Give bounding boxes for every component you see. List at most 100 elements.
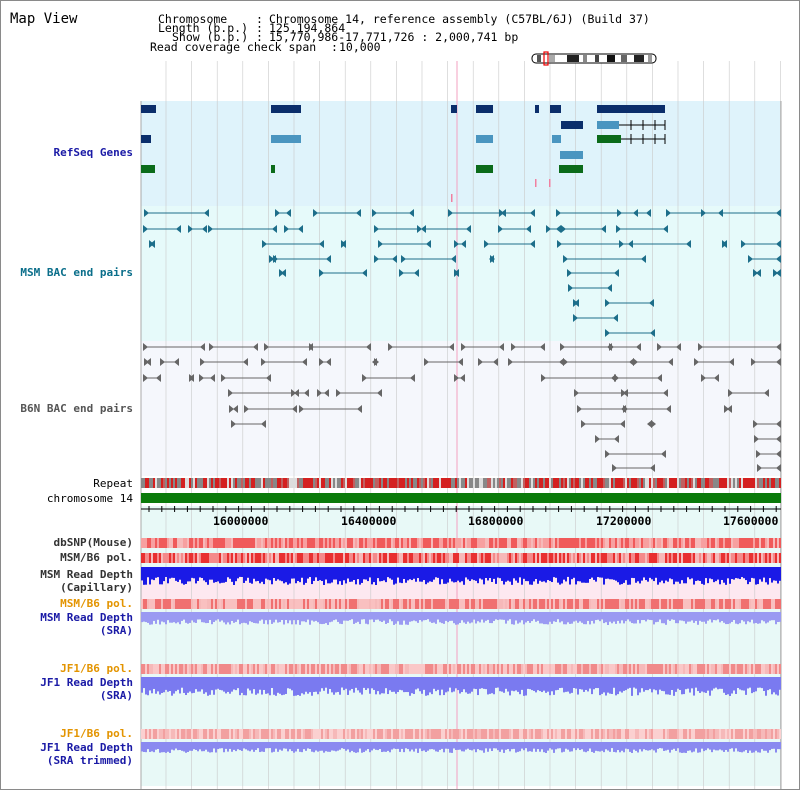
msm-capillary-depth-bar — [631, 567, 633, 578]
msm-capillary-depth-bar — [737, 567, 739, 579]
jf1-sra-depth-bar — [583, 677, 585, 692]
jf1-b6-pol2-heat-cell — [409, 729, 411, 739]
msm-capillary-depth-bar — [219, 567, 221, 584]
jf1-b6-pol2-heat-cell — [411, 729, 413, 739]
track-label-msm-b6-pol-1[interactable]: MSM/B6 pol. — [60, 551, 133, 564]
dbsnp-heat-cell — [761, 538, 763, 548]
repeat-segment — [291, 478, 293, 488]
msm-b6-pol2-heat-cell — [567, 599, 569, 609]
jf1-sra-depth-bar — [435, 677, 437, 692]
jf1-b6-pol2-heat-cell — [239, 729, 241, 739]
jf1-sra-depth-bar — [443, 677, 445, 696]
msm-bac-pair-end — [286, 209, 291, 217]
repeat-segment — [753, 478, 755, 488]
msm-b6-pol2-heat-cell — [551, 599, 553, 609]
msm-capillary-depth-bar — [405, 567, 407, 583]
msm-sra-depth-bar — [539, 612, 541, 624]
msm-sra-depth-bar — [755, 612, 757, 623]
jf1-b6-pol2-heat-cell — [199, 729, 201, 739]
repeat-segment — [641, 478, 643, 488]
repeat-segment — [737, 478, 739, 488]
msm-capillary-depth-bar — [289, 567, 291, 584]
msm-capillary-depth-bar — [335, 567, 337, 580]
msm-capillary-depth-bar — [483, 567, 485, 585]
jf1-b6-pol2-heat-cell — [369, 729, 371, 739]
msm-bac-pair-end — [605, 299, 610, 307]
msm-bac-pair-end — [341, 240, 346, 248]
msm-b6-pol-heat-cell — [315, 553, 317, 563]
track-label-jf1-depth-sra[interactable]: JF1 Read Depth — [40, 676, 133, 689]
msm-bac-pair-end — [378, 240, 383, 248]
jf1-b6-pol2-heat-cell — [385, 729, 387, 739]
jf1-sra-depth-bar — [243, 677, 245, 696]
track-label-dbsnp[interactable]: dbSNP(Mouse) — [53, 536, 133, 549]
jf1-b6-pol-heat-cell — [569, 664, 571, 674]
repeat-segment — [455, 478, 457, 488]
track-label-jf1-depth-trimmed[interactable]: JF1 Read Depth — [40, 741, 133, 754]
msm-b6-pol-heat-cell — [645, 553, 647, 563]
track-label-refseq[interactable]: RefSeq Genes — [53, 146, 133, 159]
msm-capillary-depth-bar — [609, 567, 611, 580]
msm-capillary-depth-bar — [319, 567, 321, 581]
msm-b6-pol2-heat-cell — [493, 599, 495, 609]
jf1-b6-pol-heat-cell — [273, 664, 275, 674]
refseq-gene — [597, 135, 621, 143]
repeat-segment — [777, 478, 779, 488]
jf1-sra-depth-bar — [447, 677, 449, 692]
msm-sra-depth-bar — [579, 612, 581, 622]
msm-b6-pol-heat-cell — [381, 553, 383, 563]
msm-b6-pol-heat-cell — [339, 553, 341, 563]
jf1-b6-pol-heat-cell — [467, 664, 469, 674]
jf1-trimmed-depth-bar — [495, 742, 497, 749]
track-label-repeat[interactable]: Repeat — [93, 477, 133, 490]
track-label-msm-depth-sra[interactable]: MSM Read Depth — [40, 611, 133, 624]
jf1-sra-depth-bar — [249, 677, 251, 691]
jf1-sra-depth-bar — [401, 677, 403, 691]
msm-capillary-depth-bar — [527, 567, 529, 582]
track-label-msm-bac[interactable]: MSM BAC end pairs — [20, 266, 133, 279]
jf1-sra-depth-bar — [233, 677, 235, 690]
track-label-msm-b6-pol-2[interactable]: MSM/B6 pol. — [60, 597, 133, 610]
jf1-b6-pol2-heat-cell — [455, 729, 457, 739]
track-label-jf1-b6-pol-2[interactable]: JF1/B6 pol. — [60, 727, 133, 740]
dbsnp-heat-cell — [497, 538, 499, 548]
repeat-segment — [611, 478, 613, 488]
jf1-b6-pol-heat-cell — [479, 664, 481, 674]
jf1-sra-depth-bar — [217, 677, 219, 689]
jf1-trimmed-depth-bar — [551, 742, 553, 750]
track-label-b6n-bac[interactable]: B6N BAC end pairs — [20, 402, 133, 415]
msm-b6-pol-heat-cell — [657, 553, 659, 563]
msm-capillary-depth-bar — [213, 567, 215, 583]
track-label-jf1-b6-pol-1[interactable]: JF1/B6 pol. — [60, 662, 133, 675]
jf1-sra-depth-bar — [709, 677, 711, 696]
dbsnp-heat-cell — [479, 538, 481, 548]
repeat-segment — [593, 478, 595, 488]
jf1-sra-depth-bar — [429, 677, 431, 693]
msm-sra-depth-bar — [775, 612, 777, 625]
msm-b6-pol2-heat-cell — [291, 599, 293, 609]
jf1-trimmed-depth-bar — [763, 742, 765, 751]
jf1-b6-pol2-heat-cell — [741, 729, 743, 739]
msm-capillary-depth-bar — [439, 567, 441, 585]
jf1-b6-pol2-heat-cell — [687, 729, 689, 739]
jf1-b6-pol-heat-cell — [195, 664, 197, 674]
jf1-b6-pol-heat-cell — [517, 664, 519, 674]
msm-b6-pol-heat-cell — [563, 553, 565, 563]
msm-capillary-depth-bar — [397, 567, 399, 578]
msm-bac-pair-end — [362, 269, 367, 277]
msm-b6-pol2-heat-cell — [723, 599, 725, 609]
msm-bac-pair-end — [641, 255, 646, 263]
msm-b6-pol2-heat-cell — [383, 599, 385, 609]
jf1-trimmed-depth-bar — [337, 742, 339, 751]
track-label-chromosome[interactable]: chromosome 14 — [46, 492, 133, 505]
jf1-trimmed-depth-bar — [155, 742, 157, 750]
msm-capillary-depth-bar — [293, 567, 295, 579]
track-label-msm-depth-capillary[interactable]: MSM Read Depth — [40, 568, 133, 581]
msm-sra-depth-bar — [469, 612, 471, 624]
msm-b6-pol-heat-cell — [705, 553, 707, 563]
msm-sra-depth-bar — [229, 612, 231, 625]
msm-sra-depth-bar — [705, 612, 707, 624]
jf1-trimmed-depth-bar — [417, 742, 419, 753]
jf1-b6-pol2-heat-cell — [703, 729, 705, 739]
